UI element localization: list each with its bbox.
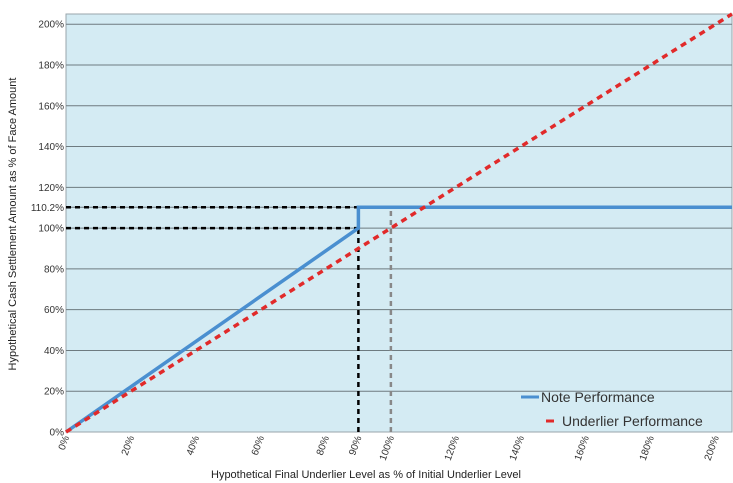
x-tick-label-8: 140% <box>508 434 527 462</box>
x-tick-label-11: 200% <box>703 434 722 462</box>
legend-label-underlier: Underlier Performance <box>562 413 703 429</box>
series-line-note-performance <box>64 205 732 434</box>
y-axis-ticks: 0% 20% 40% 60% 80% 100% 110.2% 120% 140% 160% 180%… <box>31 20 64 439</box>
y-tick-label-2: 40% <box>44 346 64 357</box>
y-tick-label-11: 200% <box>38 20 64 31</box>
y-tick-label-8: 140% <box>38 142 64 153</box>
x-tick-label-9: 160% <box>573 434 592 462</box>
y-tick-label-5: 100% <box>38 224 64 235</box>
y-tick-label-6: 110.2% <box>31 203 64 214</box>
x-tick-label-2: 40% <box>185 434 202 457</box>
x-tick-label-7: 120% <box>443 434 462 462</box>
series-group <box>64 12 733 434</box>
legend: Note Performance Underlier Performance <box>521 389 703 429</box>
x-axis-label: Hypothetical Final Underlier Level as % … <box>211 469 521 481</box>
x-tick-label-3: 60% <box>250 434 267 457</box>
x-tick-label-10: 180% <box>638 434 657 462</box>
x-tick-label-1: 20% <box>120 434 137 457</box>
legend-label-note: Note Performance <box>541 389 655 405</box>
x-tick-label-6: 100% <box>378 434 397 462</box>
plot-area <box>65 13 733 433</box>
y-tick-label-3: 60% <box>44 305 64 316</box>
x-tick-label-5: 90% <box>347 434 364 457</box>
x-tick-label-4: 80% <box>315 434 332 457</box>
y-axis-label: Hypothetical Cash Settlement Amount as %… <box>7 78 19 371</box>
y-tick-label-7: 120% <box>38 183 64 194</box>
y-tick-label-1: 20% <box>44 387 64 398</box>
x-axis-ticks: 0% 20% 40% 60% 80% 90% 100% 120% 140% 160% 180% 200… <box>57 434 722 462</box>
y-tick-label-4: 80% <box>44 264 64 275</box>
x-tick-label-0: 0% <box>57 434 72 451</box>
y-tick-label-0: 0% <box>50 428 65 439</box>
reference-lines <box>66 206 393 432</box>
y-tick-label-10: 180% <box>38 60 64 71</box>
y-tick-label-9: 160% <box>38 101 64 112</box>
